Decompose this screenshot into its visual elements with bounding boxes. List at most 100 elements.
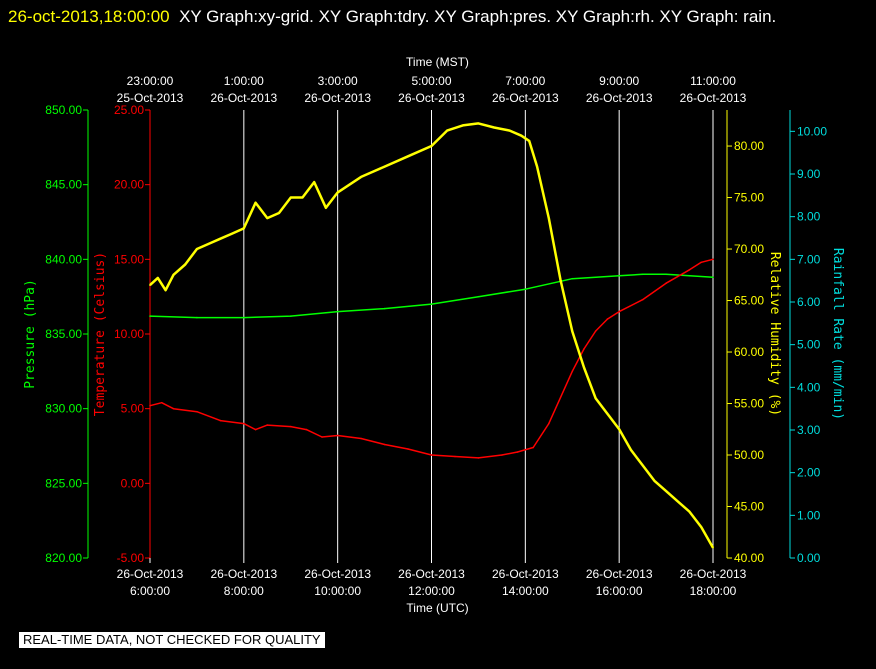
pressure-data-point	[688, 275, 691, 277]
temperature-data-point	[383, 443, 386, 446]
temperature-data-point	[360, 437, 362, 440]
mst-tick-date: 26-Oct-2013	[492, 91, 559, 105]
temperature-data-point	[407, 448, 409, 450]
rain-tick-label: 6.00	[797, 295, 821, 309]
humidity-data-point	[172, 274, 175, 276]
pressure-tick-label: 825.00	[45, 476, 82, 490]
humidity-tick-label: 75.00	[734, 191, 764, 205]
pressure-tick-label: 840.00	[45, 252, 82, 266]
temperature-data-point	[430, 454, 433, 456]
humidity-data-point	[677, 500, 679, 503]
utc-tick-time: 12:00:00	[408, 584, 455, 598]
pressure-tick-label: 820.00	[45, 551, 82, 565]
pressure-tick-label: 835.00	[45, 327, 82, 341]
temperature-data-point	[700, 261, 703, 264]
humidity-data-point	[254, 201, 257, 204]
mst-tick-time: 23:00:00	[127, 74, 174, 88]
pressure-data-point	[383, 307, 386, 310]
humidity-data-point	[336, 191, 339, 194]
temperature-data-point	[454, 455, 456, 458]
temperature-data-point	[571, 370, 574, 373]
humidity-data-point	[477, 122, 480, 125]
humidity-tick-label: 45.00	[734, 500, 764, 514]
mst-tick-time: 7:00:00	[505, 74, 545, 88]
utc-tick-time: 10:00:00	[314, 584, 361, 598]
temperature-data-point	[266, 424, 269, 426]
pressure-data-point	[712, 276, 714, 279]
humidity-data-point	[700, 526, 703, 528]
utc-tick-date: 26-Oct-2013	[586, 567, 653, 581]
temperature-data-point	[477, 457, 480, 459]
rain-tick-label: 10.00	[797, 124, 827, 138]
humidity-data-point	[196, 248, 198, 250]
rain-tick-label: 4.00	[797, 380, 821, 394]
humidity-tick-label: 80.00	[734, 139, 764, 153]
mst-tick-time: 5:00:00	[411, 74, 451, 88]
rain-tick-label: 9.00	[797, 167, 821, 181]
mst-tick-date: 26-Oct-2013	[304, 91, 371, 105]
rain-axis-title: Rainfall Rate (mm/min)	[830, 248, 845, 420]
temperature-tick-label: -5.00	[117, 551, 145, 565]
pressure-data-point	[149, 315, 151, 317]
temperature-data-point	[501, 454, 503, 456]
utc-tick-date: 26-Oct-2013	[117, 567, 184, 581]
humidity-data-point	[594, 397, 597, 400]
utc-tick-time: 18:00:00	[690, 584, 737, 598]
temperature-series-line	[149, 258, 714, 459]
humidity-data-point	[548, 217, 550, 219]
pressure-data-point	[430, 303, 433, 305]
humidity-data-point	[493, 126, 495, 129]
mst-tick-date: 26-Oct-2013	[680, 91, 747, 105]
mst-tick-time: 11:00:00	[690, 74, 736, 88]
pressure-data-point	[477, 295, 480, 298]
pressure-data-point	[641, 273, 644, 276]
temperature-data-point	[618, 310, 620, 313]
temperature-data-point	[594, 330, 597, 332]
temperature-tick-label: 25.00	[114, 103, 144, 117]
mst-tick-date: 26-Oct-2013	[398, 91, 465, 105]
rain-tick-label: 5.00	[797, 338, 821, 352]
humidity-data-point	[462, 124, 464, 127]
utc-tick-date: 26-Oct-2013	[398, 567, 465, 581]
utc-tick-date: 26-Oct-2013	[304, 567, 371, 581]
temperature-data-point	[712, 258, 714, 261]
temperature-data-point	[196, 410, 198, 413]
humidity-axis-title: Relative Humidity (%)	[767, 252, 782, 416]
humidity-data-point	[164, 289, 167, 292]
title-graph-list: XY Graph:xy-grid. XY Graph:tdry. XY Grap…	[179, 7, 777, 26]
humidity-data-point	[528, 140, 530, 142]
humidity-data-point	[559, 279, 562, 281]
rain-tick-label: 8.00	[797, 210, 821, 224]
temperature-data-point	[219, 419, 222, 422]
quality-notice: REAL-TIME DATA, NOT CHECKED FOR QUALITY	[19, 632, 325, 648]
temperature-data-point	[548, 422, 550, 425]
utc-tick-date: 26-Oct-2013	[680, 567, 747, 581]
temperature-data-point	[516, 451, 519, 453]
pressure-data-point	[618, 275, 620, 277]
mst-tick-date: 26-Oct-2013	[586, 91, 653, 105]
humidity-tick-label: 40.00	[734, 551, 764, 565]
temperature-axis-title: Temperature (Celsius)	[93, 252, 108, 416]
temperature-data-point	[290, 425, 292, 428]
humidity-data-point	[583, 366, 585, 369]
temperature-data-point	[160, 401, 163, 404]
temperature-data-point	[243, 422, 245, 425]
temperature-tick-label: 10.00	[114, 327, 144, 341]
temperature-tick-label: 0.00	[121, 476, 145, 490]
humidity-data-point	[520, 134, 523, 137]
humidity-data-point	[231, 232, 233, 235]
utc-tick-time: 14:00:00	[502, 584, 549, 598]
mst-tick-date: 26-Oct-2013	[210, 91, 277, 105]
mst-tick-time: 3:00:00	[318, 74, 358, 88]
temperature-data-point	[321, 436, 323, 438]
humidity-data-point	[383, 165, 386, 168]
humidity-data-point	[243, 227, 245, 230]
temperature-data-point	[641, 298, 644, 301]
temperature-data-point	[688, 269, 691, 271]
utc-tick-time: 8:00:00	[224, 584, 264, 598]
temperature-data-point	[336, 434, 339, 437]
humidity-data-point	[665, 490, 667, 492]
temperature-data-point	[254, 428, 257, 431]
humidity-tick-label: 65.00	[734, 294, 764, 308]
